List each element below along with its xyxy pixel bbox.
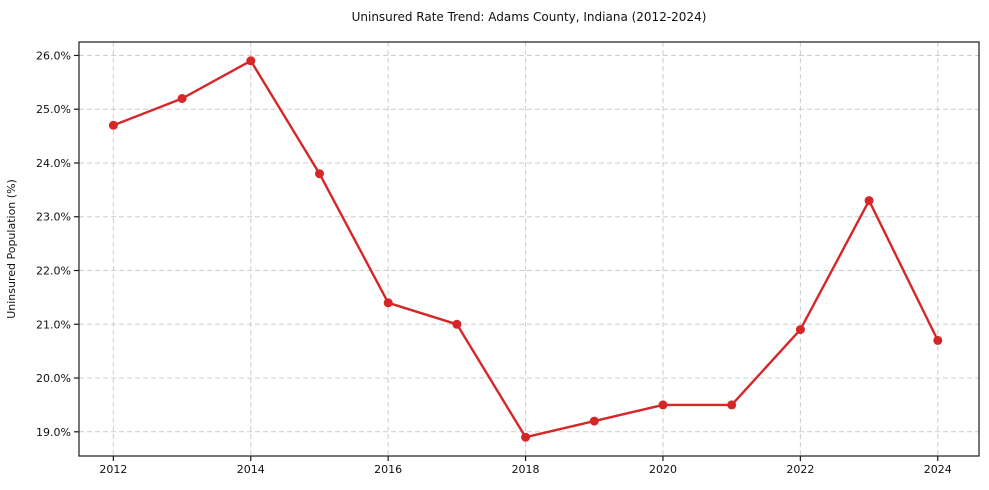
y-tick-label: 26.0%	[36, 49, 71, 62]
x-tick-label: 2014	[237, 463, 265, 476]
data-point	[452, 319, 462, 329]
data-point	[727, 400, 737, 410]
x-tick-label: 2012	[99, 463, 127, 476]
y-axis-label: Uninsured Population (%)	[5, 179, 18, 319]
data-point	[864, 196, 874, 206]
gridlines	[79, 42, 979, 456]
y-tick-label: 22.0%	[36, 265, 71, 278]
axis-ticks	[74, 54, 939, 461]
data-point	[795, 325, 805, 335]
plot-frame	[78, 41, 980, 457]
data-point	[246, 56, 256, 66]
y-tick-label: 20.0%	[36, 372, 71, 385]
data-point	[933, 335, 943, 345]
x-tick-label: 2018	[512, 463, 540, 476]
y-tick-label: 21.0%	[36, 318, 71, 331]
data-point	[108, 120, 118, 130]
tick-labels: 19.0% 20.0% 21.0% 22.0% 23.0% 24.0% 25.0% 26.0%…	[36, 49, 952, 476]
x-tick-label: 2024	[924, 463, 952, 476]
y-tick-label: 24.0%	[36, 157, 71, 170]
data-point	[589, 416, 599, 426]
data-point	[658, 400, 668, 410]
x-tick-label: 2016	[374, 463, 402, 476]
x-tick-label: 2022	[786, 463, 814, 476]
y-tick-label: 19.0%	[36, 426, 71, 439]
line-series	[108, 56, 943, 442]
y-tick-label: 25.0%	[36, 103, 71, 116]
data-point	[177, 94, 187, 103]
data-point	[315, 169, 324, 179]
data-point	[383, 298, 393, 308]
x-tick-label: 2020	[649, 463, 677, 476]
y-tick-label: 23.0%	[36, 211, 71, 224]
chart-title: Uninsured Rate Trend: Adams County, Indi…	[352, 10, 707, 24]
data-point	[521, 432, 531, 442]
